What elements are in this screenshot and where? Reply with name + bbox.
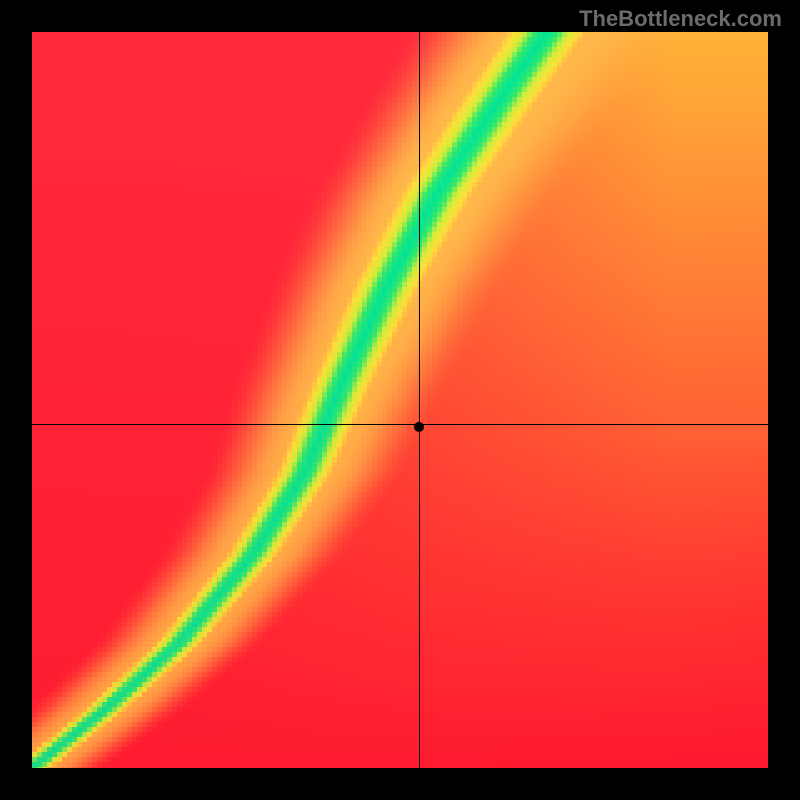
chart-container: TheBottleneck.com: [0, 0, 800, 800]
bottleneck-heatmap: [0, 0, 800, 800]
